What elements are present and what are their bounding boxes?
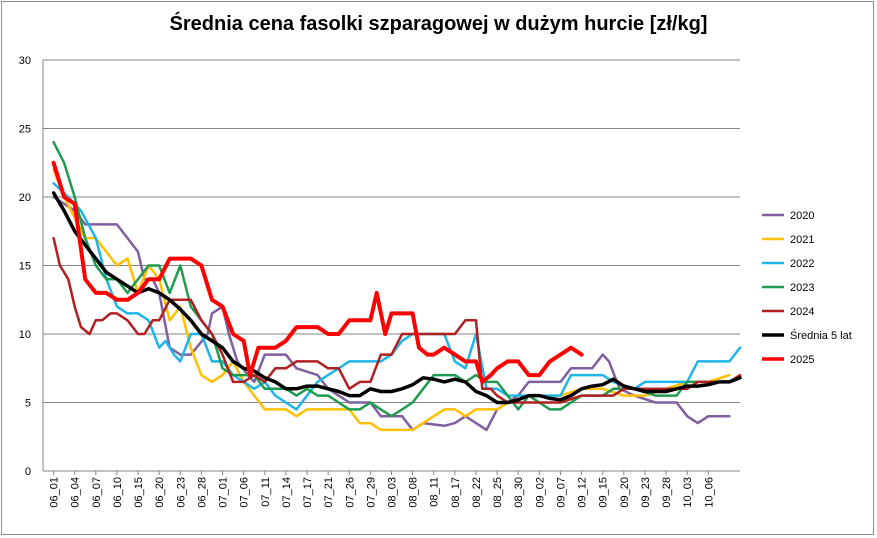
x-tick-label: 08_25 xyxy=(492,477,504,508)
series-line-6 xyxy=(51,160,584,384)
legend-label: 2020 xyxy=(790,210,814,222)
x-tick-label: 06_23 xyxy=(175,477,187,508)
x-tick-label: 06_04 xyxy=(70,477,82,508)
x-tick-label: 06_28 xyxy=(196,477,208,508)
grid-lines xyxy=(43,59,740,403)
y-tick-label: 15 xyxy=(19,261,31,273)
x-tick-label: 08_17 xyxy=(450,477,462,508)
x-tick-label: 08_22 xyxy=(471,477,483,508)
x-tick-label: 06_20 xyxy=(154,477,166,508)
series-line-4 xyxy=(52,236,742,404)
x-tick-label: 08_08 xyxy=(408,477,420,508)
chart-title: Średnia cena fasolki szparagowej w dużym… xyxy=(169,13,708,35)
x-tick-label: 09_23 xyxy=(640,477,652,508)
y-tick-label: 25 xyxy=(19,124,31,136)
x-tick-label: 09_12 xyxy=(577,477,589,508)
x-tick-label: 06_10 xyxy=(112,477,124,508)
x-tick-label: 09_20 xyxy=(619,477,631,508)
y-tick-labels: 0 5 10 15 20 25 30 xyxy=(19,55,31,478)
x-tick-label: 06_07 xyxy=(91,477,103,508)
x-tick-label: 07_21 xyxy=(323,477,335,508)
x-tick-label: 07_29 xyxy=(365,477,377,508)
series-line-1 xyxy=(52,168,731,432)
x-tick-label: 10_03 xyxy=(682,477,694,508)
legend-label: 2025 xyxy=(790,354,814,366)
series-lines xyxy=(51,140,742,432)
x-tick-label: 08_30 xyxy=(513,477,525,508)
x-tick-label: 07_01 xyxy=(218,477,230,508)
y-tick-label: 10 xyxy=(19,329,31,341)
x-tick-label: 07_14 xyxy=(281,477,293,508)
y-tick-label: 0 xyxy=(25,466,31,478)
series-line-3 xyxy=(52,140,742,418)
y-tick-label: 20 xyxy=(19,192,31,204)
legend-label: 2023 xyxy=(790,282,814,294)
x-tick-label: 08_11 xyxy=(429,477,441,507)
y-tick-label: 30 xyxy=(19,55,31,67)
x-tick-label: 09_07 xyxy=(555,477,567,508)
legend-label: 2022 xyxy=(790,258,814,270)
x-tick-labels: 06_01 06_04 06_07 06_10 06_15 06_20 06_23 06_28… xyxy=(49,477,716,508)
x-tick-label: 10_06 xyxy=(703,477,715,508)
series-line-2 xyxy=(52,182,742,411)
legend-label: 2021 xyxy=(790,234,814,246)
series-line-0 xyxy=(52,195,731,432)
x-tick-label: 09_15 xyxy=(598,477,610,508)
series-line-5 xyxy=(51,191,742,405)
legend-label: 2024 xyxy=(790,306,814,318)
x-tick-label: 08_03 xyxy=(387,477,399,508)
x-tick-label: 06_15 xyxy=(133,477,145,508)
legend: 2020 2021 2022 2023 2024 Średnia 5 lat 2025 xyxy=(762,210,852,366)
y-tick-label: 5 xyxy=(25,398,31,410)
legend-label: Średnia 5 lat xyxy=(790,329,852,342)
x-tick-label: 07_06 xyxy=(239,477,251,508)
x-tick-label: 09_02 xyxy=(534,477,546,508)
axes xyxy=(42,60,740,475)
x-tick-label: 06_01 xyxy=(49,477,61,508)
x-tick-label: 07_26 xyxy=(344,477,356,508)
x-tick-label: 09_28 xyxy=(661,477,673,508)
x-tick-label: 07_11 xyxy=(260,477,272,507)
x-tick-label: 07_17 xyxy=(302,477,314,508)
